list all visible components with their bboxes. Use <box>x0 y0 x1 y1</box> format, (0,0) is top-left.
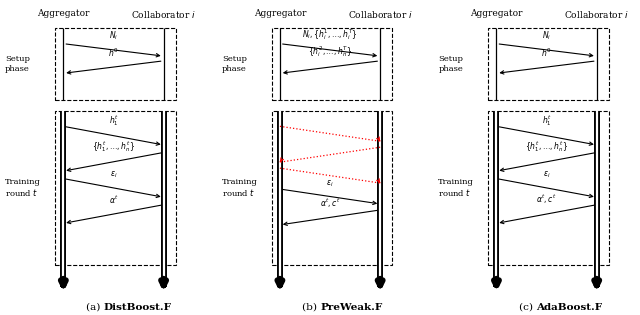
Text: (b): (b) <box>301 303 320 312</box>
Text: $h_1^t$: $h_1^t$ <box>109 113 118 128</box>
Text: Aggregator: Aggregator <box>253 9 306 18</box>
Text: $\{h_i^2,\ldots,h_n^T\}$: $\{h_i^2,\ldots,h_n^T\}$ <box>308 44 352 59</box>
Text: $\alpha^t$: $\alpha^t$ <box>109 194 118 206</box>
Text: $\{h_1^t,\ldots,h_n^t\}$: $\{h_1^t,\ldots,h_n^t\}$ <box>525 139 568 154</box>
Text: Collaborator $i$: Collaborator $i$ <box>564 9 629 20</box>
Text: $\{h_1^t,\ldots,h_n^t\}$: $\{h_1^t,\ldots,h_n^t\}$ <box>92 139 135 154</box>
Text: AdaBoost.F: AdaBoost.F <box>536 303 603 312</box>
Text: Setup
phase: Setup phase <box>221 55 246 72</box>
Text: $\alpha^t, c^t$: $\alpha^t, c^t$ <box>536 193 557 206</box>
Text: $N_i, \{h_i^1,\ldots,h_i^T\}$: $N_i, \{h_i^1,\ldots,h_i^T\}$ <box>302 27 358 42</box>
Text: Training
round $t$: Training round $t$ <box>438 178 474 198</box>
Text: (c): (c) <box>519 303 536 312</box>
Text: Training
round $t$: Training round $t$ <box>221 178 258 198</box>
Text: Aggregator: Aggregator <box>470 9 523 18</box>
Text: $N_i$: $N_i$ <box>542 30 551 42</box>
Text: $\epsilon_i$: $\epsilon_i$ <box>326 178 334 189</box>
Text: PreWeak.F: PreWeak.F <box>320 303 382 312</box>
Text: Setup
phase: Setup phase <box>5 55 30 72</box>
Text: $\alpha^t, c^t$: $\alpha^t, c^t$ <box>320 196 340 209</box>
Text: Collaborator $i$: Collaborator $i$ <box>131 9 196 20</box>
Text: $h_1^t$: $h_1^t$ <box>541 113 552 128</box>
Text: $h^0$: $h^0$ <box>541 47 552 59</box>
Text: $\epsilon_i$: $\epsilon_i$ <box>543 169 550 180</box>
Text: $\epsilon_i$: $\epsilon_i$ <box>109 169 117 180</box>
Text: $N_i$: $N_i$ <box>109 30 118 42</box>
Text: Training
round $t$: Training round $t$ <box>5 178 41 198</box>
Text: (a): (a) <box>86 303 104 312</box>
Text: Aggregator: Aggregator <box>37 9 90 18</box>
Text: Setup
phase: Setup phase <box>438 55 463 72</box>
Text: DistBoost.F: DistBoost.F <box>104 303 172 312</box>
Text: $h^0$: $h^0$ <box>108 47 119 59</box>
Text: Collaborator $i$: Collaborator $i$ <box>348 9 413 20</box>
